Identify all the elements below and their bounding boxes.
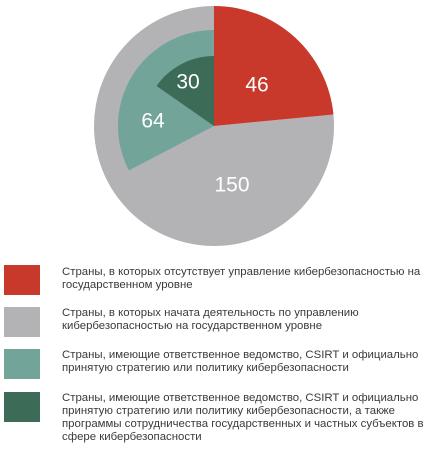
legend-label: Страны, в которых отсутствует управление… <box>62 266 421 291</box>
pie-slice-46 <box>214 6 334 126</box>
slice-value-label-64: 64 <box>141 110 165 133</box>
slice-value-label-30: 30 <box>176 71 199 94</box>
legend-swatch-red <box>4 265 40 295</box>
slice-value-label-150: 150 <box>214 174 249 197</box>
pie-slice-30 <box>156 56 214 126</box>
pie-chart: 46 150 64 30 <box>94 6 335 246</box>
slice-value-label-46: 46 <box>245 74 268 97</box>
legend-label: Страны, в которых начата деятельность по… <box>62 307 359 332</box>
legend-swatch-grey <box>4 307 40 337</box>
legend-label: Страны, имеющие ответственное ведомство,… <box>62 392 424 443</box>
legend-swatch-dark-green <box>4 392 40 422</box>
legend-label: Страны, имеющие ответственное ведомство,… <box>62 349 419 374</box>
legend-swatch-teal <box>4 349 40 379</box>
